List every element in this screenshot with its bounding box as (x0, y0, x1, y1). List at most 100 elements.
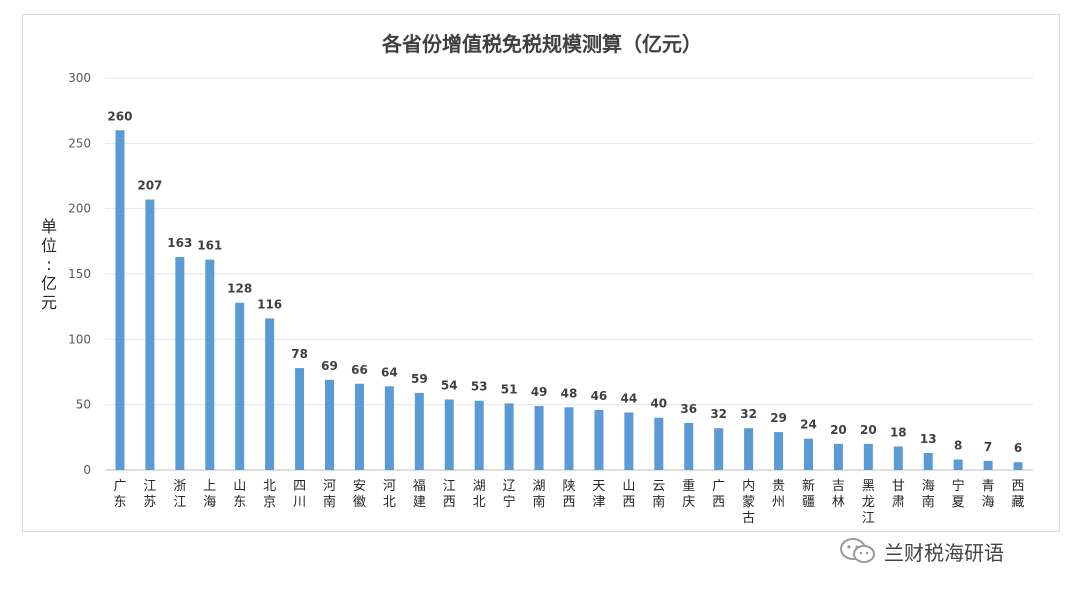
y-tick-label: 300 (68, 71, 91, 85)
bar (983, 460, 993, 470)
data-label: 128 (227, 282, 252, 296)
bar-chart: 各省份增值税免税规模测算（亿元） 0 50 100 150 200 250 300 单位:亿… (41, 32, 1033, 526)
bar (384, 386, 394, 470)
x-tick-label: 江苏 (143, 479, 156, 510)
bar (624, 412, 634, 470)
bar (774, 432, 784, 470)
data-label: 32 (710, 407, 727, 421)
x-tick-label: 青海 (982, 479, 995, 510)
x-tick-label: 黑龙江 (862, 479, 875, 526)
x-tick-label: 山西 (622, 479, 635, 510)
x-tick-label: 广东 (113, 479, 126, 510)
data-label: 207 (137, 179, 162, 193)
x-tick-label: 湖北 (473, 479, 486, 510)
x-tick-label: 福建 (413, 479, 426, 510)
x-tick-label: 河北 (383, 479, 396, 510)
bar (444, 399, 454, 470)
data-label: 53 (471, 380, 488, 394)
data-label: 7 (984, 440, 992, 454)
bar (803, 438, 813, 470)
x-tick-label: 广西 (712, 479, 725, 510)
data-label: 8 (954, 439, 962, 453)
x-tick-label: 重庆 (682, 478, 695, 510)
data-label: 46 (591, 389, 608, 403)
x-tick-label: 山东 (233, 479, 246, 510)
y-tick-label: 0 (83, 463, 91, 477)
bar (863, 443, 873, 470)
data-label: 116 (257, 297, 282, 311)
y-tick-label: 250 (68, 136, 91, 150)
bar (205, 259, 215, 470)
bar (175, 257, 185, 470)
data-label: 64 (381, 365, 398, 379)
data-label: 161 (197, 239, 222, 253)
y-axis-label: 单位:亿元 (41, 217, 57, 312)
bar (504, 403, 514, 470)
bar (295, 368, 305, 470)
bar (833, 443, 843, 470)
data-label: 13 (920, 432, 937, 446)
x-tick-label: 西藏 (1012, 479, 1025, 510)
x-tick-label: 海南 (922, 479, 935, 510)
bar (474, 400, 484, 470)
data-label: 69 (321, 359, 338, 373)
data-label: 260 (107, 109, 132, 123)
x-tick-label: 北京 (263, 479, 276, 510)
data-label: 20 (830, 423, 847, 437)
x-tick-label: 贵州 (772, 479, 785, 510)
wechat-icon (840, 538, 875, 563)
data-label: 48 (561, 386, 578, 400)
x-tick-label: 吉林 (832, 479, 845, 510)
y-axis-ticks: 0 50 100 150 200 250 300 (68, 71, 91, 477)
x-tick-label: 安徽 (353, 479, 366, 510)
data-label: 36 (680, 402, 697, 416)
chart-frame: 各省份增值税免税规模测算（亿元） 0 50 100 150 200 250 300 单位:亿… (22, 14, 1060, 532)
x-tick-label: 浙江 (173, 479, 186, 510)
y-tick-label: 50 (76, 398, 91, 412)
data-label: 54 (441, 378, 458, 392)
bar (744, 428, 754, 470)
data-label: 24 (800, 418, 817, 432)
data-label: 59 (411, 372, 428, 386)
bar (414, 392, 424, 470)
bar (1013, 462, 1023, 470)
x-tick-label: 四川 (293, 479, 306, 510)
x-tick-label: 江西 (443, 479, 456, 510)
bar (354, 383, 364, 470)
y-tick-label: 150 (68, 267, 91, 281)
x-tick-label: 甘肃 (892, 479, 905, 510)
data-label: 66 (351, 363, 368, 377)
bar (265, 318, 275, 470)
x-tick-label: 上海 (203, 479, 216, 510)
x-axis-labels: 广东江苏浙江上海山东北京四川河南安徽河北福建江西湖北辽宁湖南陕西天津山西云南重庆… (113, 478, 1024, 526)
x-tick-label: 内蒙古 (742, 478, 755, 526)
bar (564, 407, 574, 470)
data-label: 49 (531, 385, 548, 399)
bar (654, 417, 664, 470)
bars (115, 130, 1023, 470)
data-label: 32 (740, 407, 757, 421)
x-tick-label: 湖南 (533, 479, 546, 510)
data-label: 20 (860, 423, 877, 437)
data-label: 6 (1014, 441, 1022, 455)
x-tick-label: 天津 (592, 479, 605, 510)
bar (115, 130, 125, 470)
x-tick-label: 云南 (652, 479, 665, 510)
bar (594, 409, 604, 470)
x-tick-label: 辽宁 (503, 479, 516, 510)
x-tick-label: 新疆 (802, 478, 815, 510)
bar (714, 428, 724, 470)
data-label: 44 (621, 392, 638, 406)
gridlines (105, 77, 1033, 471)
bar (534, 405, 544, 470)
bar (953, 459, 963, 470)
x-tick-label: 陕西 (562, 479, 575, 510)
chart-title: 各省份增值税免税规模测算（亿元） (381, 32, 702, 56)
bar (923, 453, 933, 470)
data-label: 40 (650, 397, 667, 411)
data-label: 78 (291, 347, 308, 361)
data-label: 163 (167, 236, 192, 250)
data-label: 18 (890, 425, 907, 439)
y-tick-label: 200 (68, 202, 91, 216)
